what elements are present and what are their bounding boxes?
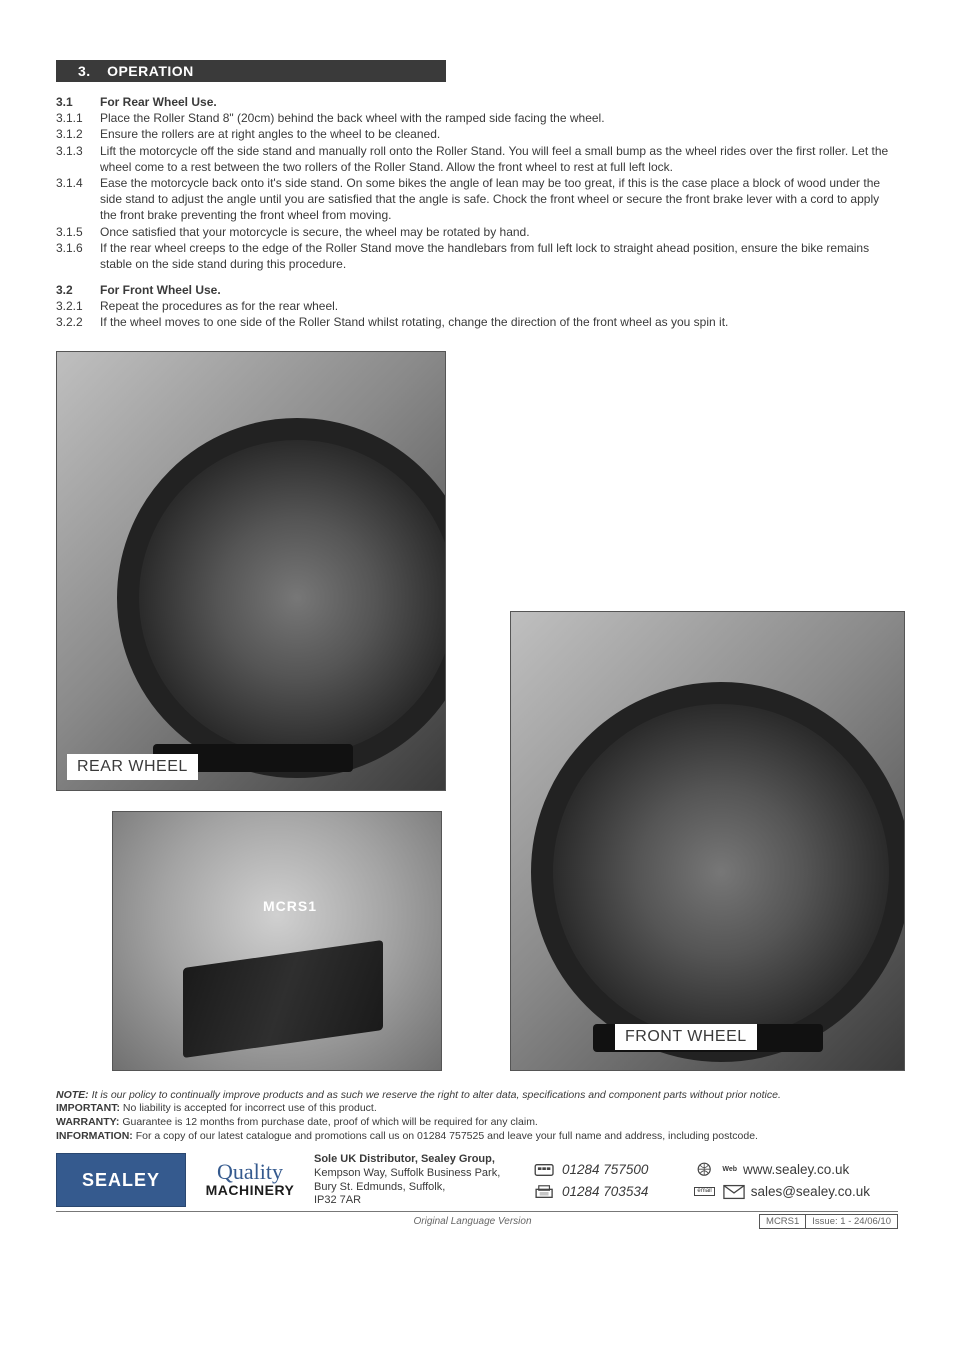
subsection-id: 3.2 (56, 282, 100, 298)
step-number: 3.1.3 (56, 143, 100, 175)
warranty-label: WARRANTY: (56, 1116, 119, 1128)
issue-text: Issue: 1 - 24/06/10 (806, 1215, 897, 1228)
important-label: IMPORTANT: (56, 1102, 120, 1114)
web-url: www.sealey.co.uk (743, 1162, 849, 1177)
important-text: No liability is accepted for incorrect u… (123, 1102, 377, 1114)
ramp-graphic (183, 940, 383, 1058)
subsection-front: 3.2 For Front Wheel Use. (56, 282, 898, 298)
subsection-heading: For Front Wheel Use. (100, 282, 898, 298)
phone-icon (534, 1162, 556, 1178)
image-area: REAR WHEEL MCRS1 FRONT WHEEL (56, 351, 898, 1081)
original-version-text: Original Language Version (186, 1216, 759, 1227)
contact-web: Web www.sealey.co.uk (694, 1162, 898, 1178)
step-number: 3.1.4 (56, 175, 100, 224)
image-rear-wheel: REAR WHEEL (56, 351, 446, 791)
address-line: Bury St. Edmunds, Suffolk, (314, 1181, 526, 1195)
footer: SEALEY Quality MACHINERY Sole UK Distrib… (56, 1153, 898, 1208)
step-number: 3.1.6 (56, 240, 100, 272)
image-front-wheel: FRONT WHEEL (510, 611, 905, 1071)
quality-logo: Quality MACHINERY (194, 1153, 306, 1207)
note-text: It is our policy to continually improve … (92, 1089, 781, 1101)
step-text: Ensure the rollers are at right angles t… (100, 126, 898, 142)
step-number: 3.1.2 (56, 126, 100, 142)
issue-box: MCRS1 Issue: 1 - 24/06/10 (759, 1214, 898, 1229)
step-row: 3.1.2 Ensure the rollers are at right an… (56, 126, 898, 142)
contact-phone: 01284 757500 (534, 1162, 676, 1178)
address-block: Sole UK Distributor, Sealey Group, Kemps… (314, 1153, 526, 1208)
caption-product: MCRS1 (263, 898, 317, 914)
note-label: NOTE: (56, 1089, 89, 1101)
step-text: Ease the motorcycle back onto it's side … (100, 175, 898, 224)
address-title: Sole UK Distributor, Sealey Group, (314, 1153, 495, 1165)
step-number: 3.2.2 (56, 314, 100, 330)
web-label: Web (722, 1166, 737, 1173)
address-line: IP32 7AR (314, 1194, 526, 1208)
quality-script: Quality (217, 1162, 283, 1182)
step-number: 3.1.5 (56, 224, 100, 240)
caption-front: FRONT WHEEL (615, 1024, 757, 1050)
envelope-icon (723, 1184, 745, 1200)
notes-block: NOTE: It is our policy to continually im… (56, 1089, 898, 1144)
step-row: 3.1.6 If the rear wheel creeps to the ed… (56, 240, 898, 272)
step-row: 3.1.5 Once satisfied that your motorcycl… (56, 224, 898, 240)
issue-model: MCRS1 (760, 1215, 806, 1228)
step-row: 3.1.3 Lift the motorcycle off the side s… (56, 143, 898, 175)
info-label: INFORMATION: (56, 1130, 133, 1142)
globe-icon (694, 1162, 716, 1178)
brand-logo: SEALEY (56, 1153, 186, 1207)
sub-footer: Original Language Version MCRS1 Issue: 1… (56, 1211, 898, 1229)
fax-icon (534, 1184, 556, 1200)
address-line: Kempson Way, Suffolk Business Park, (314, 1167, 500, 1179)
step-text: Once satisfied that your motorcycle is s… (100, 224, 898, 240)
wheel-graphic (117, 418, 446, 778)
contact-grid: 01284 757500 Web www.sealey.co.uk 01284 … (534, 1153, 898, 1208)
section-number: 3. (78, 63, 91, 79)
subsection-id: 3.1 (56, 94, 100, 110)
email-address: sales@sealey.co.uk (751, 1184, 870, 1199)
contact-fax: 01284 703534 (534, 1184, 676, 1200)
step-text: If the rear wheel creeps to the edge of … (100, 240, 898, 272)
step-number: 3.2.1 (56, 298, 100, 314)
caption-rear: REAR WHEEL (67, 754, 198, 780)
step-text: Place the Roller Stand 8" (20cm) behind … (100, 110, 898, 126)
step-text: Repeat the procedures as for the rear wh… (100, 298, 898, 314)
step-row: 3.1.1 Place the Roller Stand 8" (20cm) b… (56, 110, 898, 126)
subsection-heading: For Rear Wheel Use. (100, 94, 898, 110)
phone-number: 01284 757500 (562, 1162, 648, 1177)
section-title: OPERATION (107, 63, 194, 79)
contact-email: email sales@sealey.co.uk (694, 1184, 898, 1200)
step-row: 3.1.4 Ease the motorcycle back onto it's… (56, 175, 898, 224)
email-label: email (694, 1187, 714, 1196)
quality-sub: MACHINERY (206, 1182, 295, 1198)
section-header: 3. OPERATION (56, 60, 446, 82)
step-text: Lift the motorcycle off the side stand a… (100, 143, 898, 175)
image-product: MCRS1 (112, 811, 442, 1071)
step-row: 3.2.2 If the wheel moves to one side of … (56, 314, 898, 330)
step-number: 3.1.1 (56, 110, 100, 126)
subsection-rear: 3.1 For Rear Wheel Use. (56, 94, 898, 110)
step-text: If the wheel moves to one side of the Ro… (100, 314, 898, 330)
info-text: For a copy of our latest catalogue and p… (136, 1130, 758, 1142)
fax-number: 01284 703534 (562, 1184, 648, 1199)
warranty-text: Guarantee is 12 months from purchase dat… (122, 1116, 538, 1128)
wheel-graphic (531, 682, 905, 1062)
step-row: 3.2.1 Repeat the procedures as for the r… (56, 298, 898, 314)
